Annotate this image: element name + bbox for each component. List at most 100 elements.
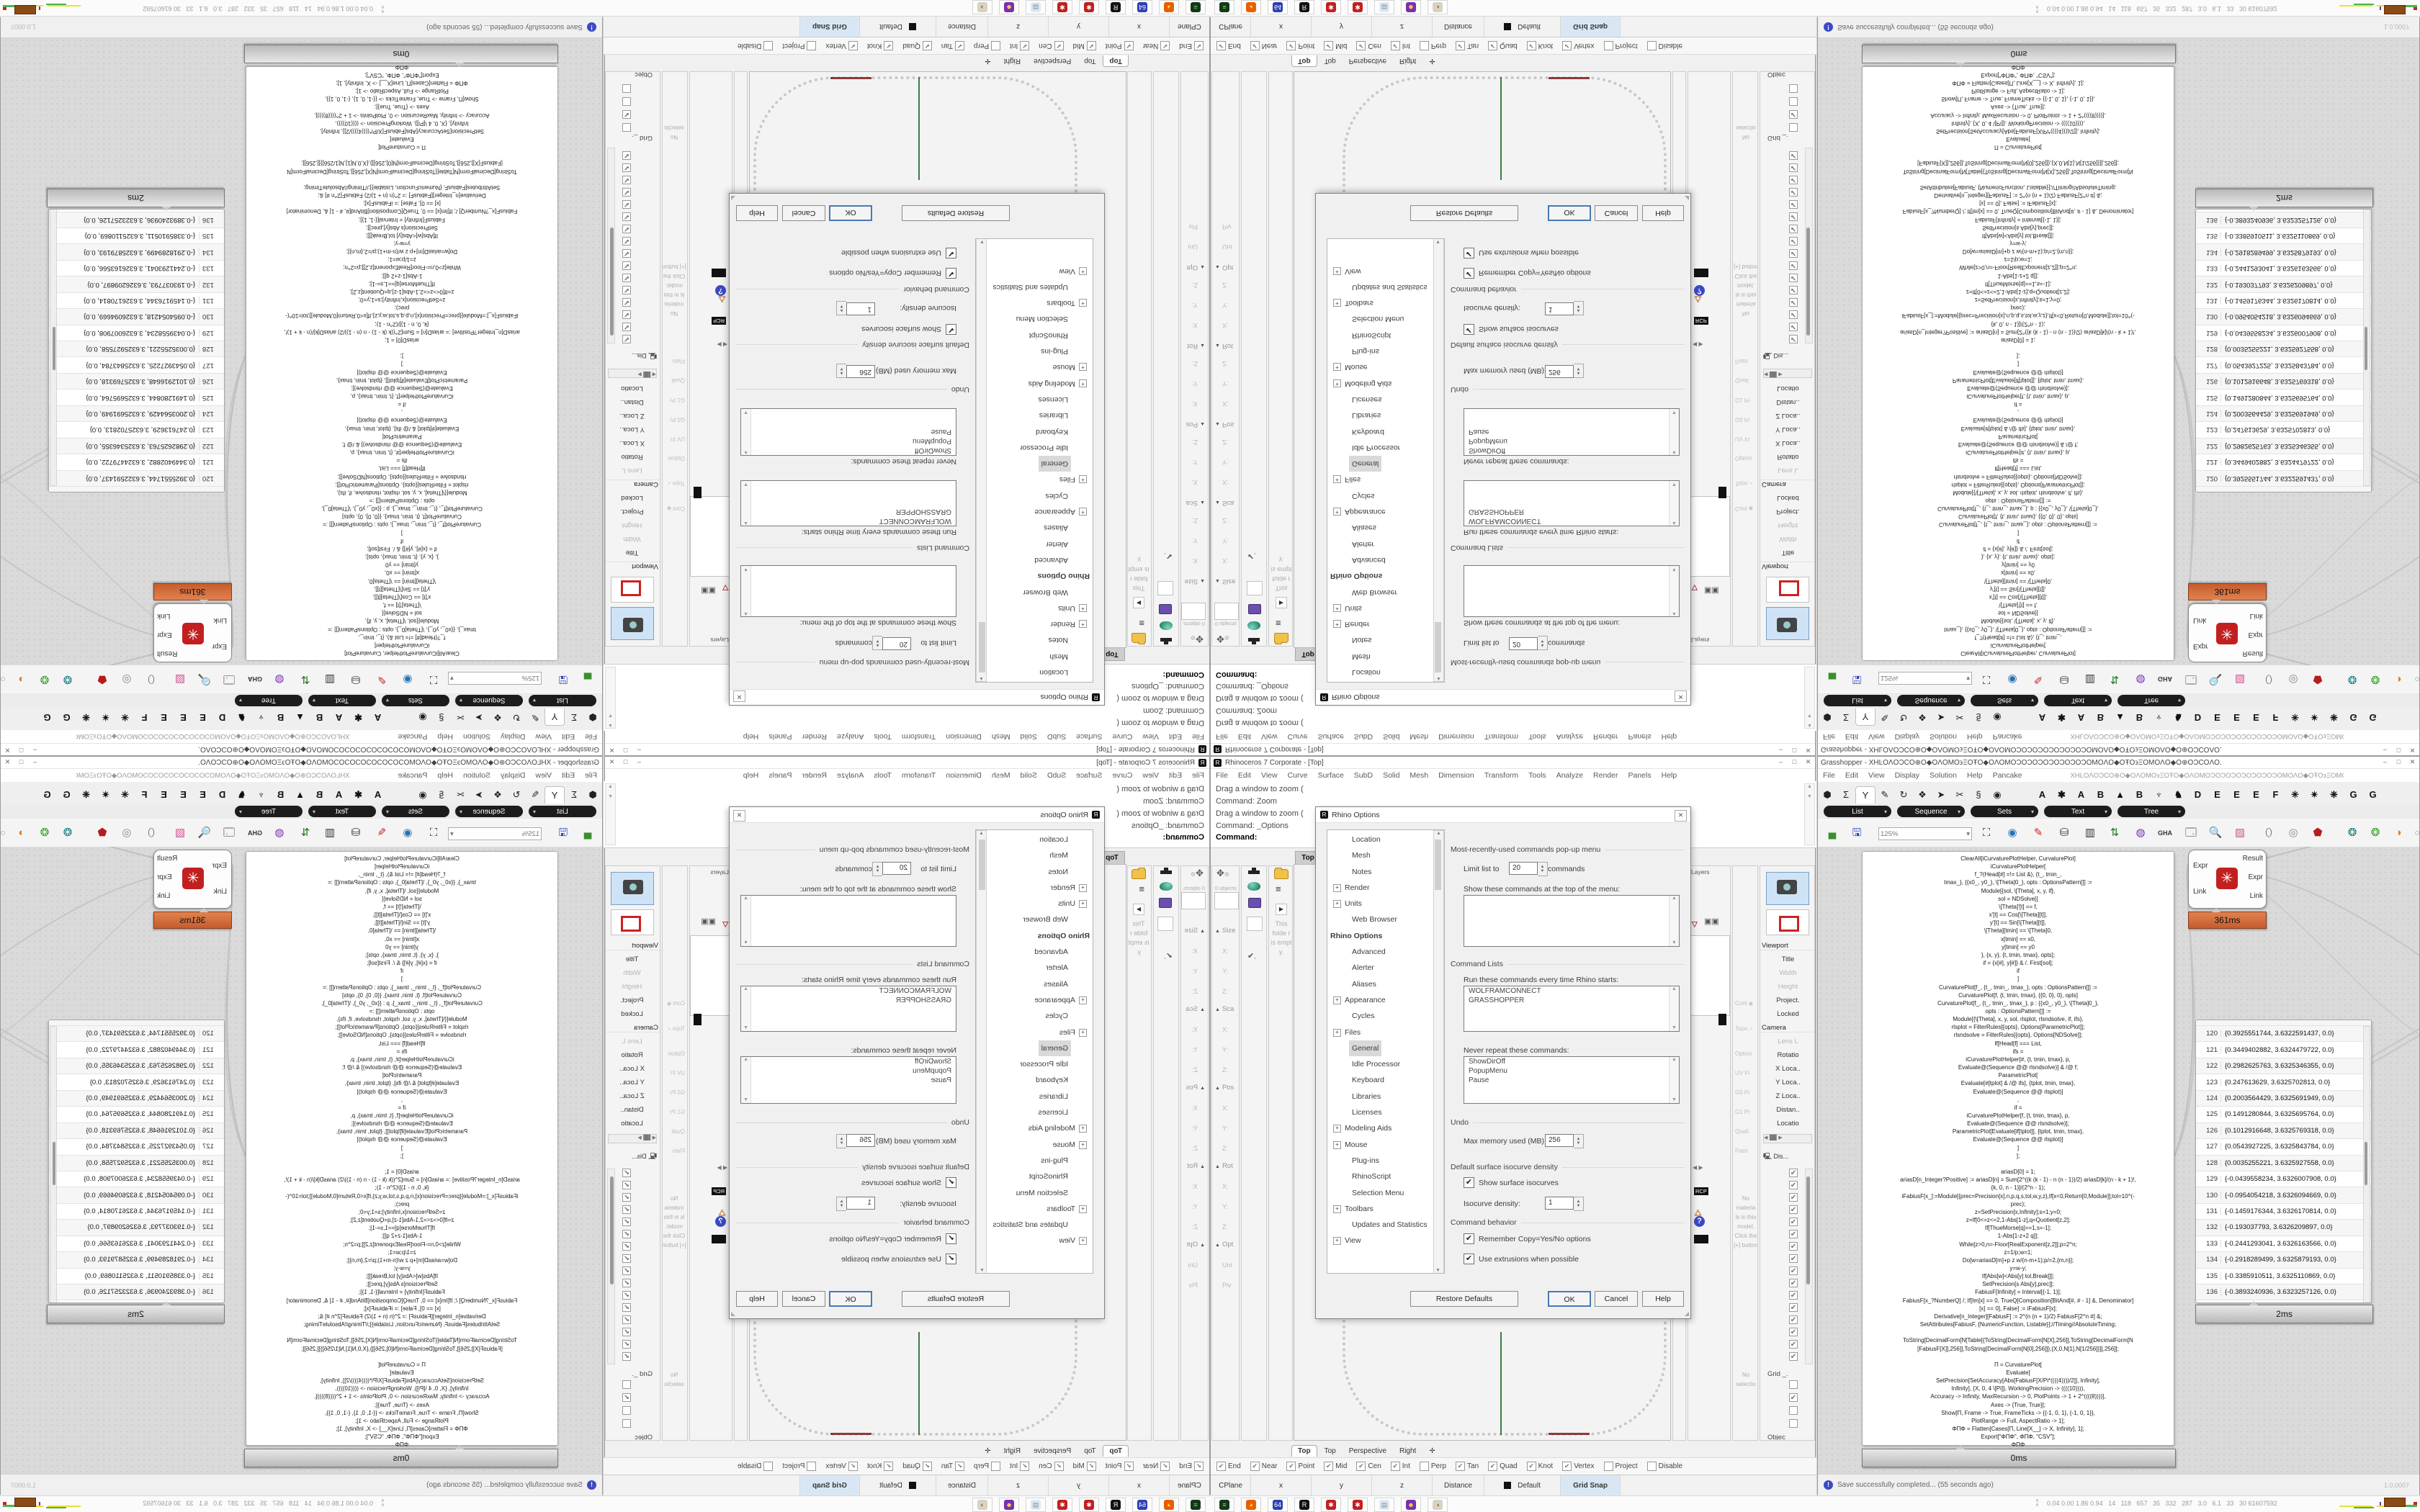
- osnap-mid[interactable]: ✔ Mid: [1073, 41, 1096, 50]
- properties-hscroll[interactable]: ◀▐█▌▶: [608, 369, 657, 378]
- display-option-checkbox[interactable]: [622, 286, 631, 294]
- listbox-item[interactable]: ShowDirOff: [915, 446, 951, 454]
- selection-lasso-icon[interactable]: ◌: [2414, 829, 2420, 837]
- gh-plugin-tab[interactable]: ♞: [237, 712, 246, 723]
- gh-plugin-tab[interactable]: ▲: [2115, 789, 2125, 800]
- mystery-bag-icon[interactable]: ▨: [174, 673, 186, 685]
- options-tree-item[interactable]: + Units: [986, 896, 1093, 912]
- display-option-checkbox[interactable]: [622, 298, 631, 307]
- grid-option-checkbox[interactable]: [622, 84, 631, 93]
- checkbox-icon[interactable]: ✔,: [1247, 952, 1256, 960]
- camera-properties-button[interactable]: [1766, 872, 1809, 905]
- listbox-item[interactable]: PopupMenu: [1469, 437, 1507, 445]
- options-tree-item[interactable]: + View: [986, 263, 1093, 279]
- options-tree-item[interactable]: + Mouse: [1327, 359, 1434, 375]
- options-tree-item[interactable]: RhinoScript: [1028, 330, 1068, 340]
- help-button[interactable]: Help: [1642, 205, 1684, 221]
- isocurve-density-spinner[interactable]: 1 ▲ ▼: [836, 301, 875, 315]
- output-port-expr[interactable]: Expr: [2248, 873, 2263, 881]
- gh-category-icon[interactable]: §: [439, 789, 444, 800]
- osnap-knot[interactable]: ✔ Knot: [1526, 41, 1553, 50]
- paint-bucket-icon[interactable]: 🜄: [1691, 582, 1698, 591]
- mathematica-code-panel[interactable]: ClearAll[iCurvaturePlotHelper, Curvature…: [1862, 851, 2174, 1448]
- osnap-knot[interactable]: ✔ Knot: [867, 41, 894, 50]
- options-tree-item[interactable]: Libraries: [1352, 1092, 1381, 1101]
- menu-item[interactable]: SubD: [1353, 732, 1373, 742]
- gh-plugin-tab[interactable]: B: [315, 712, 323, 723]
- gha-icon[interactable]: GHA: [248, 675, 262, 683]
- gh-plugin-tab[interactable]: D: [218, 712, 226, 723]
- rhino-titlebar[interactable]: R Rhinoceros 7 Corporate - [Top] – □ ✕: [605, 757, 1209, 769]
- gh-plugin-tab[interactable]: A: [335, 712, 343, 723]
- taskbar-icon-notepad[interactable]: ▤: [1374, 1498, 1394, 1512]
- gh-plugin-tab[interactable]: B: [2136, 712, 2143, 723]
- options-tree[interactable]: Location Mesh Notes + Render + Units Web Browse…: [975, 238, 1093, 683]
- gh-subtab-sequence[interactable]: Sequence: [455, 806, 523, 817]
- options-tree-item[interactable]: Aliases: [1044, 523, 1068, 533]
- options-tree-item[interactable]: Cycles: [1352, 1012, 1375, 1021]
- gh-plugin-tab[interactable]: B: [2136, 789, 2143, 800]
- display-monitor-icon[interactable]: [1248, 898, 1261, 908]
- viewport-tab-top-1[interactable]: Top: [1324, 57, 1336, 65]
- taskbar-icon-gear-square[interactable]: ✱: [1348, 1498, 1368, 1512]
- tree-scrollbar[interactable]: ▲ ▼: [1433, 238, 1444, 682]
- menu-item[interactable]: Mesh: [1410, 732, 1429, 742]
- gha-icon[interactable]: GHA: [248, 829, 262, 837]
- menu-item[interactable]: Solid: [1020, 732, 1037, 742]
- remember-copy-checkbox[interactable]: ✔ Remember Copy=Yes/No options: [1464, 268, 1591, 279]
- display-option-checkbox[interactable]: [1789, 212, 1798, 221]
- options-tree-item[interactable]: + Files: [1327, 472, 1434, 487]
- menu-item[interactable]: Solution: [1930, 771, 1957, 780]
- gh-subtab-tree[interactable]: Tree: [2118, 806, 2185, 817]
- display-option-checkbox[interactable]: [1789, 1242, 1798, 1251]
- display-option-checkbox[interactable]: [1789, 1303, 1798, 1312]
- options-tree-item[interactable]: Selection Menu: [1352, 315, 1404, 324]
- gh-window-buttons[interactable]: – □ ✕: [3, 746, 40, 754]
- preview-wireframe-icon[interactable]: ◎: [122, 673, 132, 685]
- paint-teal-icon[interactable]: ❂: [63, 673, 73, 685]
- top-commands-listbox[interactable]: ▲ ▼: [1464, 895, 1680, 947]
- display-option-checkbox[interactable]: [1789, 1291, 1798, 1300]
- gh-canvas[interactable]: ClearAll[iCurvaturePlotHelper, Curvature…: [1, 38, 602, 665]
- taskbar-icon-notepad[interactable]: ▤: [1026, 0, 1046, 14]
- properties-hscroll[interactable]: ◀▐█▌▶: [1763, 369, 1812, 378]
- gh-category-icon[interactable]: ➤: [475, 712, 483, 723]
- grid-option-checkbox[interactable]: [622, 1380, 631, 1389]
- display-option-checkbox[interactable]: [622, 261, 631, 270]
- gh-category-icon[interactable]: Y: [1855, 708, 1876, 726]
- never-repeat-listbox[interactable]: ShowDirOff PopupMenu Pause ▲ ▼: [740, 408, 956, 456]
- data-output-panel[interactable]: 120 {0.3925551744, 3.6322591437, 0.0} 121{…: [2195, 209, 2372, 492]
- display-option-checkbox[interactable]: [1789, 1315, 1798, 1324]
- viewport-tab-new[interactable]: ✛: [1429, 57, 1435, 65]
- preview-eye-icon[interactable]: ◉: [403, 827, 413, 839]
- gh-category-icon[interactable]: ✎: [1881, 712, 1889, 723]
- never-repeat-listbox[interactable]: ShowDirOff PopupMenu Pause ▲ ▼: [1464, 408, 1680, 456]
- options-tree-item[interactable]: Aliases: [1352, 979, 1376, 989]
- listbox-item[interactable]: PopupMenu: [913, 437, 951, 445]
- taskbar-icon-rhinoceros[interactable]: R: [1106, 1498, 1126, 1512]
- disc-icon[interactable]: ◍: [274, 827, 284, 839]
- display-option-checkbox[interactable]: [622, 200, 631, 209]
- listbox-item[interactable]: WOLFRAMCONNECT: [1469, 517, 1541, 525]
- open-file-icon[interactable]: ▄: [583, 827, 592, 839]
- osnap-quad[interactable]: ✔ Quad: [1488, 1462, 1518, 1471]
- dialog-close-icon[interactable]: ✕: [733, 690, 745, 702]
- options-tree-item[interactable]: + Render: [986, 616, 1093, 632]
- display-option-checkbox[interactable]: [622, 274, 631, 282]
- options-tree-item[interactable]: Libraries: [1039, 1092, 1068, 1101]
- viewport-tab-right-3[interactable]: Right: [1003, 1447, 1021, 1455]
- gh-plugin-tab[interactable]: A: [2077, 712, 2085, 723]
- rhino-command-prompt[interactable]: Command:: [1162, 833, 1204, 842]
- listbox-item[interactable]: Pause: [1469, 428, 1489, 436]
- layer-cell[interactable]: Default: [1484, 17, 1561, 37]
- osnap-knot[interactable]: ✔ Knot: [1526, 1462, 1553, 1471]
- paint-green-icon[interactable]: ❂: [40, 827, 50, 839]
- listbox-item[interactable]: ShowDirOff: [1469, 1058, 1505, 1066]
- property-row[interactable]: Locked: [621, 1010, 643, 1018]
- options-tree-item[interactable]: Licenses: [1038, 1108, 1068, 1117]
- grid-option-checkbox[interactable]: [1789, 1406, 1798, 1415]
- speaker-icon[interactable]: ▥: [2084, 827, 2096, 839]
- property-row[interactable]: Width: [623, 535, 641, 543]
- menu-item[interactable]: Analyze: [1556, 732, 1584, 742]
- property-row[interactable]: Locatio: [1777, 384, 1799, 392]
